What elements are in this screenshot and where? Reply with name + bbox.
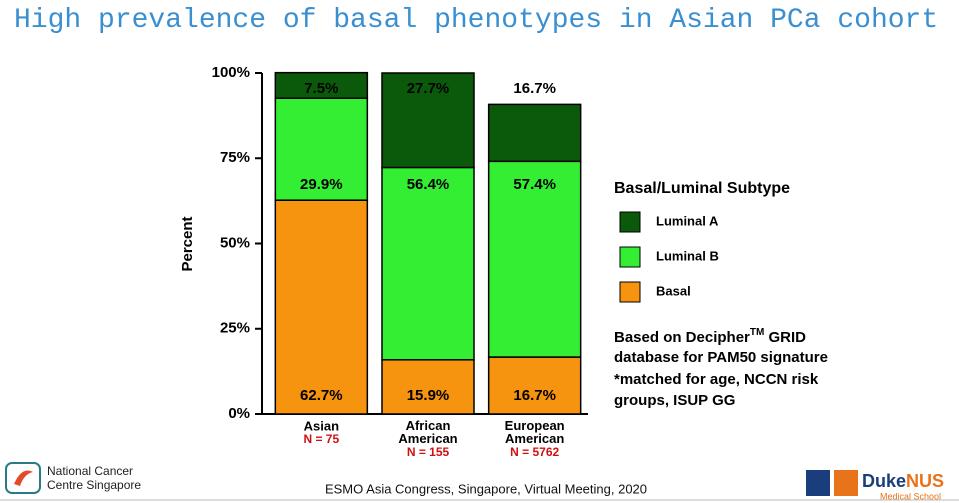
note-text: Based on Decipher (614, 329, 750, 346)
value-label: 16.7% (513, 387, 556, 404)
x-tick-label-line: American (398, 431, 457, 446)
x-tick-label-line: American (505, 431, 564, 446)
legend-title: Basal/Luminal Subtype (614, 180, 790, 197)
logo-right: DukeNUS Medical School (806, 470, 944, 501)
logo-text: Centre Singapore (47, 478, 141, 492)
bar-segment (381, 359, 475, 415)
value-label: 62.7% (300, 387, 343, 404)
logo-text: NUS (906, 471, 944, 491)
note-text: GRID (764, 329, 806, 346)
bar-segment (274, 97, 369, 201)
bar-segment (381, 166, 475, 361)
legend-swatch (619, 211, 641, 233)
note-sup: TM (750, 327, 764, 338)
bar-segment (274, 71, 369, 99)
value-label: 29.9% (300, 176, 343, 193)
footer-text: ESMO Asia Congress, Singapore, Virtual M… (325, 481, 647, 496)
legend-swatch (619, 281, 641, 303)
x-tick-label: Asian (304, 418, 339, 433)
legend-swatch (619, 246, 641, 268)
logo-text: Duke (862, 471, 906, 491)
logo-icon (14, 470, 33, 486)
logo-text: National Cancer (47, 464, 133, 478)
bar-segment (274, 199, 369, 415)
value-label: 27.7% (407, 80, 450, 97)
y-tick-label: 25% (220, 320, 250, 337)
x-tick-label: African American (398, 418, 457, 446)
x-tick-label-line: European (505, 418, 565, 433)
y-tick-label: 50% (220, 234, 250, 251)
logo-text: DukeNUS (862, 471, 944, 491)
y-axis-label: Percent (179, 216, 196, 271)
slide-title: High prevalence of basal phenotypes in A… (14, 5, 939, 36)
x-tick-label-line: African (406, 418, 451, 433)
x-tick-label: European American (505, 418, 565, 446)
value-label: 57.4% (513, 176, 556, 193)
y-tick-label: 100% (212, 64, 250, 81)
value-label: 15.9% (407, 387, 450, 404)
logo-icon (806, 470, 830, 496)
value-label: 16.7% (513, 80, 556, 97)
note: *matched for age, NCCN risk (614, 371, 819, 388)
note: Based on DecipherTM GRID (614, 327, 806, 346)
sample-size: N = 5762 (510, 445, 559, 459)
bar-segment (487, 103, 582, 163)
value-label: 7.5% (304, 80, 338, 97)
value-label: 56.4% (407, 176, 450, 193)
legend-label: Basal (656, 283, 691, 298)
bar-segment (487, 356, 582, 415)
note: database for PAM50 signature (614, 349, 828, 366)
note: groups, ISUP GG (614, 392, 735, 409)
bar-segment (487, 160, 582, 358)
sample-size: N = 155 (407, 445, 450, 459)
legend-label: Luminal B (656, 248, 719, 263)
logo-icon (5, 462, 41, 494)
sample-size: N = 75 (303, 432, 339, 446)
logo-text: Medical School (880, 491, 941, 501)
y-tick-label: 0% (228, 405, 250, 422)
logo-left: National Cancer Centre Singapore (5, 462, 141, 494)
logo-icon (834, 470, 858, 496)
bar-segment (381, 72, 475, 169)
y-tick-label: 75% (220, 149, 250, 166)
legend-label: Luminal A (656, 213, 719, 228)
